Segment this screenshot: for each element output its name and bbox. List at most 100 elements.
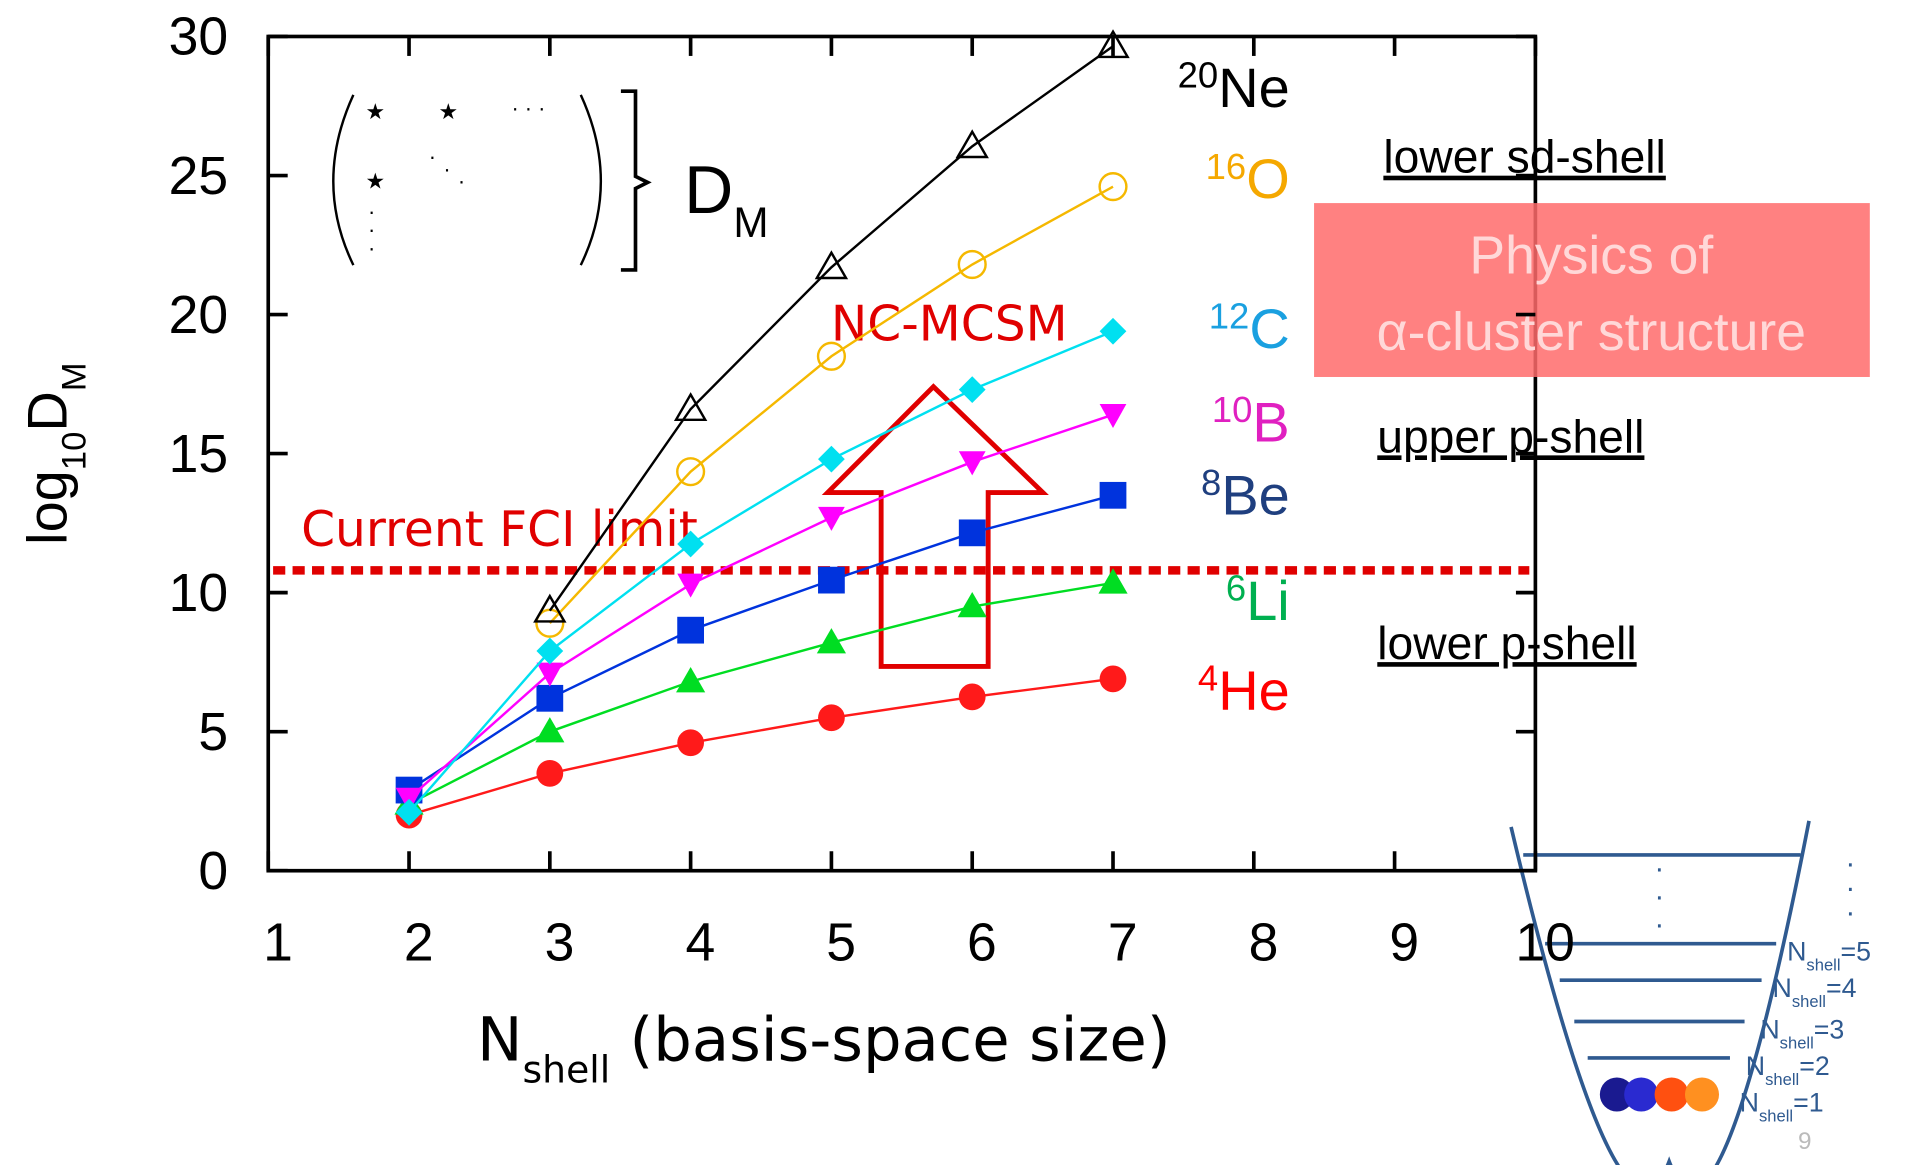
legend-mass: 6 <box>1226 568 1246 609</box>
x-tick-label: 5 <box>826 914 856 973</box>
y-tick-label: 15 <box>169 425 229 484</box>
x-tick-label: 4 <box>685 914 715 973</box>
text-part: shell <box>1792 992 1826 1011</box>
text-part: (basis-space size) <box>610 1005 1170 1075</box>
legend-label: 10B <box>1212 389 1290 453</box>
x-axis-label: Nshell (basis-space size) <box>477 1005 1171 1091</box>
svg-text:·: · <box>1845 897 1855 929</box>
text-part: N <box>1746 1051 1765 1081</box>
svg-text:·: · <box>443 156 450 181</box>
region-label: upper p-shell <box>1377 410 1644 462</box>
x-tick-label: 3 <box>545 914 575 973</box>
level-label: Nshell=2 <box>1746 1051 1830 1089</box>
x-tick-label: 6 <box>967 914 997 973</box>
legend-mass: 10 <box>1212 389 1253 430</box>
y-tick-label: 5 <box>198 703 228 762</box>
text-part: shell <box>1765 1070 1799 1089</box>
point <box>959 451 986 475</box>
point <box>1100 482 1127 509</box>
level-label: Nshell=5 <box>1787 937 1871 975</box>
point <box>536 685 563 712</box>
text-part: =4 <box>1826 973 1857 1003</box>
legend-label: 6Li <box>1226 568 1290 632</box>
svg-text:·: · <box>458 168 465 193</box>
legend-name: Li <box>1246 569 1290 632</box>
text-part: N <box>1787 937 1806 967</box>
point <box>959 684 986 711</box>
x-tick-label: 7 <box>1108 914 1138 973</box>
ellipsis: ··· ··· <box>1655 848 1856 941</box>
chart: ★★· · · ★··· ··· DM NC-MCSM lower sd-she… <box>0 0 1907 1165</box>
legend-mass: 16 <box>1206 146 1247 187</box>
matrix-label: DM <box>684 152 768 246</box>
x-tick-label: 9 <box>1389 914 1419 973</box>
legend-mass: 20 <box>1178 55 1219 96</box>
y-tick-label: 25 <box>169 147 229 206</box>
text-part: shell <box>1806 955 1840 974</box>
level-label: Nshell=3 <box>1760 1015 1844 1053</box>
legend-label: 8Be <box>1201 462 1290 526</box>
text-part: log <box>15 470 78 545</box>
legend-label: 20Ne <box>1178 55 1290 119</box>
point <box>818 446 845 473</box>
arrow-label: NC-MCSM <box>831 297 1068 353</box>
legend-name: O <box>1246 147 1290 210</box>
y-tick-label: 0 <box>198 842 228 901</box>
plot-frame <box>268 36 1535 870</box>
point <box>1100 665 1127 692</box>
point <box>818 567 845 594</box>
x-tick-label: 1 <box>263 914 293 973</box>
text-part: N <box>1773 973 1792 1003</box>
point <box>1100 318 1127 345</box>
point <box>959 376 986 403</box>
svg-text:★: ★ <box>366 168 386 193</box>
svg-text:★: ★ <box>438 99 458 124</box>
legend-name: He <box>1218 659 1289 722</box>
point <box>677 574 704 598</box>
point <box>536 760 563 787</box>
text-part: =5 <box>1841 937 1872 967</box>
text-part: D <box>684 152 733 228</box>
fci-limit-label: Current FCI limit <box>301 502 698 558</box>
text-part: M <box>55 362 93 391</box>
y-axis-label: log10DM <box>15 362 93 545</box>
x-tick-label: 10 <box>1515 914 1575 973</box>
text-part: shell <box>523 1047 611 1091</box>
legend-mass: 8 <box>1201 462 1221 503</box>
legend-name: Ne <box>1218 56 1289 119</box>
legend-name: C <box>1249 297 1289 360</box>
page-number: 9 <box>1798 1128 1812 1155</box>
highlight-text: Physics of <box>1469 227 1713 286</box>
legend-label: 12C <box>1209 295 1290 359</box>
text-part: N <box>477 1005 522 1075</box>
series-line <box>409 679 1113 815</box>
y-tick-label: 20 <box>169 286 229 345</box>
y-tick-label: 10 <box>169 564 229 623</box>
point <box>958 132 987 157</box>
text-part: =1 <box>1793 1087 1824 1117</box>
point <box>677 729 704 756</box>
y-tick-label: 30 <box>169 8 229 67</box>
svg-text:·: · <box>368 235 375 260</box>
text-part: shell <box>1759 1106 1793 1125</box>
text-part: D <box>15 391 78 431</box>
svg-text:· · ·: · · · <box>511 96 545 121</box>
point <box>1098 568 1127 593</box>
svg-text:★: ★ <box>366 99 386 124</box>
text-part: =3 <box>1814 1015 1845 1045</box>
nucleons <box>1600 1077 1719 1111</box>
level-label: Nshell=4 <box>1773 973 1857 1011</box>
text-part: shell <box>1780 1033 1814 1052</box>
text-part: 10 <box>55 432 93 471</box>
point <box>677 617 704 644</box>
series-line <box>409 415 1113 799</box>
x-tick-label: 8 <box>1249 914 1279 973</box>
matrix-inset: ★★· · · ★··· ··· <box>333 91 647 270</box>
legend-label: 16O <box>1206 146 1290 210</box>
text-part: N <box>1740 1087 1759 1117</box>
region-label: lower p-shell <box>1377 617 1636 669</box>
text-part: =2 <box>1799 1051 1830 1081</box>
text-part: N <box>1760 1015 1779 1045</box>
legend-mass: 4 <box>1198 658 1218 699</box>
svg-text:·: · <box>1655 909 1665 941</box>
